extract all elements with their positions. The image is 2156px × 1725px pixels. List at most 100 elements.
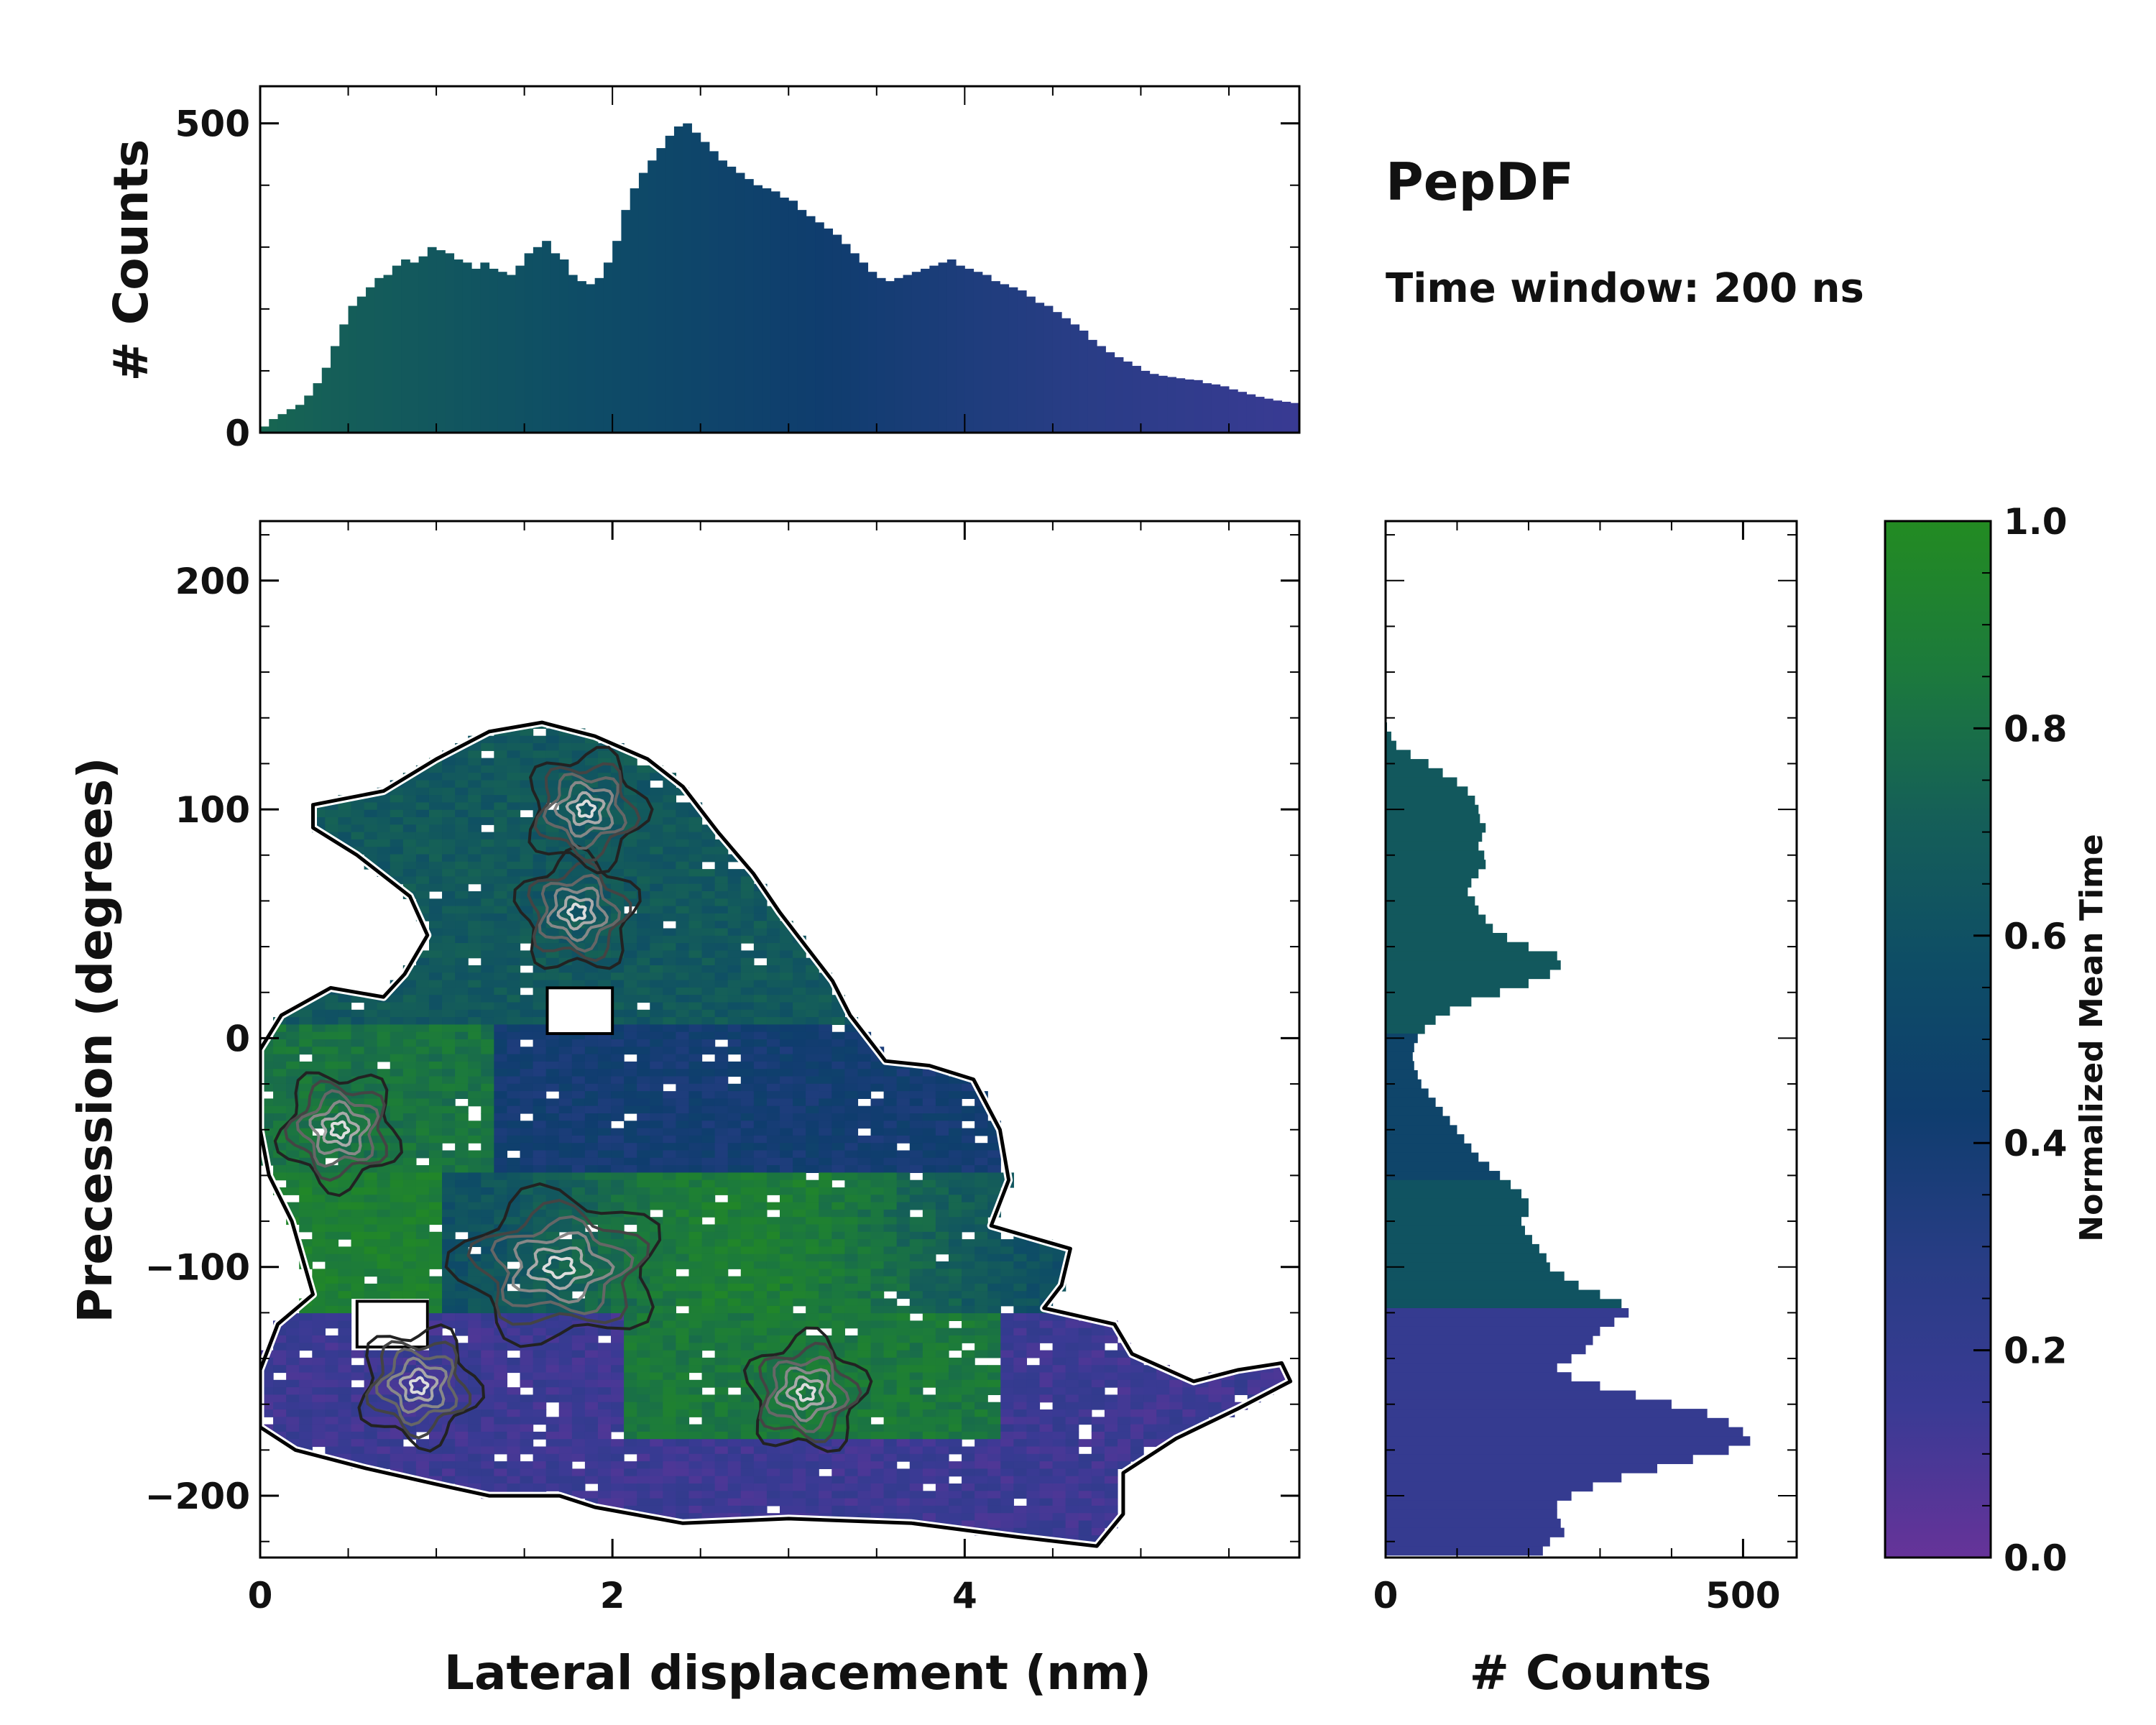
heatmap-cell	[987, 1520, 1001, 1529]
heatmap-cell	[299, 1187, 313, 1195]
heatmap-cell	[260, 1083, 274, 1092]
heatmap-cell	[701, 1484, 716, 1491]
heatmap-cell	[624, 1231, 637, 1240]
heatmap-cell	[962, 1417, 975, 1425]
heatmap-cell	[364, 847, 378, 855]
heatmap-cell	[415, 817, 430, 825]
heatmap-cell	[584, 1313, 599, 1321]
heatmap-cell	[455, 965, 469, 973]
heatmap-cell	[948, 1468, 962, 1477]
heatmap-cell	[390, 876, 404, 885]
heatmap-cell	[688, 1365, 703, 1374]
heatmap-cell	[533, 1379, 547, 1388]
heatmap-cell	[676, 898, 690, 907]
heatmap-cell	[364, 1350, 378, 1358]
heatmap-cell	[909, 1305, 923, 1314]
heatmap-cell	[571, 1283, 586, 1292]
heatmap-cell	[455, 957, 469, 966]
heatmap-cell	[415, 1187, 430, 1195]
heatmap-cell	[714, 1083, 729, 1092]
heatmap-cell	[962, 1402, 975, 1410]
heatmap-cell	[377, 1172, 391, 1181]
heatmap-cell	[402, 1254, 417, 1262]
heatmap-cell	[844, 1343, 859, 1351]
heatmap-cell	[831, 1484, 845, 1491]
heatmap-cell	[637, 1224, 650, 1233]
heatmap-cell	[701, 1076, 716, 1085]
heatmap-cell	[701, 1187, 716, 1195]
heatmap-cell	[520, 1157, 534, 1166]
heatmap-cell	[545, 1179, 560, 1188]
heatmap-cell	[481, 987, 494, 995]
heatmap-cell	[494, 1179, 508, 1188]
heatmap-cell	[494, 928, 508, 937]
heatmap-cell	[650, 1143, 663, 1151]
heatmap-cell	[676, 809, 690, 818]
heatmap-cell	[402, 876, 417, 885]
heatmap-cell	[428, 913, 443, 921]
heatmap-cell	[611, 1461, 625, 1469]
heatmap-cell	[663, 1143, 676, 1151]
heatmap-cell	[819, 1128, 832, 1136]
heatmap-cell	[597, 980, 612, 988]
heatmap-cell	[688, 913, 703, 921]
heatmap-cell	[611, 1017, 625, 1025]
heatmap-cell	[663, 943, 676, 951]
heatmap-cell	[766, 1246, 780, 1255]
heatmap-cell	[1117, 1402, 1131, 1410]
histogram-bar	[1105, 352, 1115, 433]
heatmap-cell	[831, 1172, 845, 1181]
heatmap-cell	[780, 1069, 793, 1077]
heatmap-cell	[883, 1179, 898, 1188]
heatmap-cell	[507, 965, 521, 973]
heatmap-cell	[442, 1024, 456, 1033]
heatmap-cell	[962, 1254, 975, 1262]
heatmap-cell	[325, 1239, 339, 1247]
heatmap-cell	[935, 1513, 949, 1522]
heatmap-cell	[714, 1202, 729, 1210]
heatmap-cell	[494, 906, 508, 914]
heatmap-cell	[819, 1476, 832, 1484]
heatmap-cell	[624, 1128, 637, 1136]
heatmap-cell	[688, 1491, 703, 1499]
heatmap-cell	[740, 935, 755, 944]
heatmap-cell	[909, 1439, 923, 1448]
heatmap-cell	[650, 1179, 663, 1188]
heatmap-cell	[727, 1069, 742, 1077]
heatmap-cell	[637, 1372, 650, 1381]
heatmap-cell	[520, 1476, 534, 1484]
heatmap-cell	[390, 1098, 404, 1107]
heatmap-cell	[650, 817, 663, 825]
heatmap-cell	[701, 1335, 716, 1343]
heatmap-cell	[390, 1461, 404, 1469]
heatmap-cell	[857, 1409, 872, 1417]
heatmap-cell	[857, 1453, 872, 1462]
heatmap-cell	[351, 1417, 365, 1425]
heatmap-cell	[714, 1491, 729, 1499]
heatmap-cell	[597, 1195, 612, 1203]
heatmap-cell	[676, 1468, 690, 1477]
heatmap-cell	[650, 1091, 663, 1099]
heatmap-cell	[1078, 1527, 1092, 1536]
histogram-bar	[1149, 374, 1159, 433]
heatmap-cell	[520, 824, 534, 833]
heatmap-cell	[597, 861, 612, 870]
heatmap-cell	[428, 987, 443, 995]
heatmap-cell	[975, 1476, 988, 1484]
heatmap-cell	[701, 1491, 716, 1499]
heatmap-cell	[571, 1402, 586, 1410]
heatmap-cell	[299, 1113, 313, 1121]
heatmap-cell	[883, 1365, 898, 1374]
heatmap-cell	[948, 1357, 962, 1366]
heatmap-cell	[987, 1439, 1001, 1448]
heatmap-cell	[1091, 1417, 1105, 1425]
heatmap-cell	[688, 1505, 703, 1514]
heatmap-cell	[1065, 1527, 1079, 1536]
heatmap-cell	[766, 1009, 780, 1018]
heatmap-cell	[714, 1061, 729, 1070]
heatmap-cell	[896, 1498, 911, 1506]
heatmap-cell	[766, 1313, 780, 1321]
heatmap-cell	[1000, 1343, 1014, 1351]
heatmap-cell	[793, 1491, 806, 1499]
heatmap-cell	[260, 1379, 274, 1388]
